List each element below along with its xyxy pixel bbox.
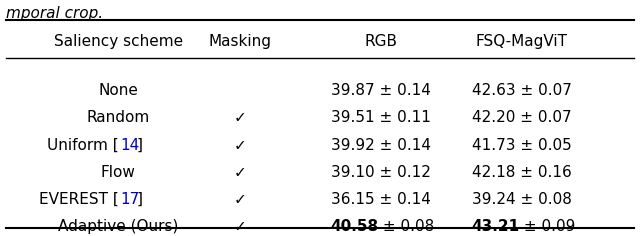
Text: 39.92 ± 0.14: 39.92 ± 0.14 xyxy=(331,138,431,153)
Text: RGB: RGB xyxy=(364,34,397,49)
Text: EVEREST [: EVEREST [ xyxy=(38,192,118,207)
Text: 42.63 ± 0.07: 42.63 ± 0.07 xyxy=(472,83,572,98)
Text: Saliency scheme: Saliency scheme xyxy=(54,34,183,49)
Text: ± 0.08: ± 0.08 xyxy=(378,219,435,234)
Text: 42.20 ± 0.07: 42.20 ± 0.07 xyxy=(472,110,572,126)
Text: 39.87 ± 0.14: 39.87 ± 0.14 xyxy=(331,83,431,98)
Text: None: None xyxy=(99,83,138,98)
Text: Uniform [: Uniform [ xyxy=(47,138,118,153)
Text: ]: ] xyxy=(136,138,142,153)
Text: ± 0.09: ± 0.09 xyxy=(519,219,575,234)
Text: Flow: Flow xyxy=(101,165,136,180)
Text: Random: Random xyxy=(87,110,150,126)
Text: ✓: ✓ xyxy=(234,138,246,153)
Text: 17: 17 xyxy=(121,192,140,207)
Text: ]: ] xyxy=(136,192,142,207)
Text: 41.73 ± 0.05: 41.73 ± 0.05 xyxy=(472,138,572,153)
Text: FSQ-MagViT: FSQ-MagViT xyxy=(476,34,568,49)
Text: mporal crop.: mporal crop. xyxy=(6,6,104,21)
Text: 39.24 ± 0.08: 39.24 ± 0.08 xyxy=(472,192,572,207)
Text: 39.51 ± 0.11: 39.51 ± 0.11 xyxy=(331,110,431,126)
Text: ✓: ✓ xyxy=(234,110,246,126)
Text: 40.58: 40.58 xyxy=(330,219,378,234)
Text: Adaptive (Ours): Adaptive (Ours) xyxy=(58,219,179,234)
Text: ✓: ✓ xyxy=(234,192,246,207)
Text: Masking: Masking xyxy=(209,34,271,49)
Text: 36.15 ± 0.14: 36.15 ± 0.14 xyxy=(331,192,431,207)
Text: 14: 14 xyxy=(121,138,140,153)
Text: 42.18 ± 0.16: 42.18 ± 0.16 xyxy=(472,165,572,180)
Text: 43.21: 43.21 xyxy=(471,219,519,234)
Text: 39.10 ± 0.12: 39.10 ± 0.12 xyxy=(331,165,431,180)
Text: ✓: ✓ xyxy=(234,165,246,180)
Text: ✓: ✓ xyxy=(234,219,246,234)
